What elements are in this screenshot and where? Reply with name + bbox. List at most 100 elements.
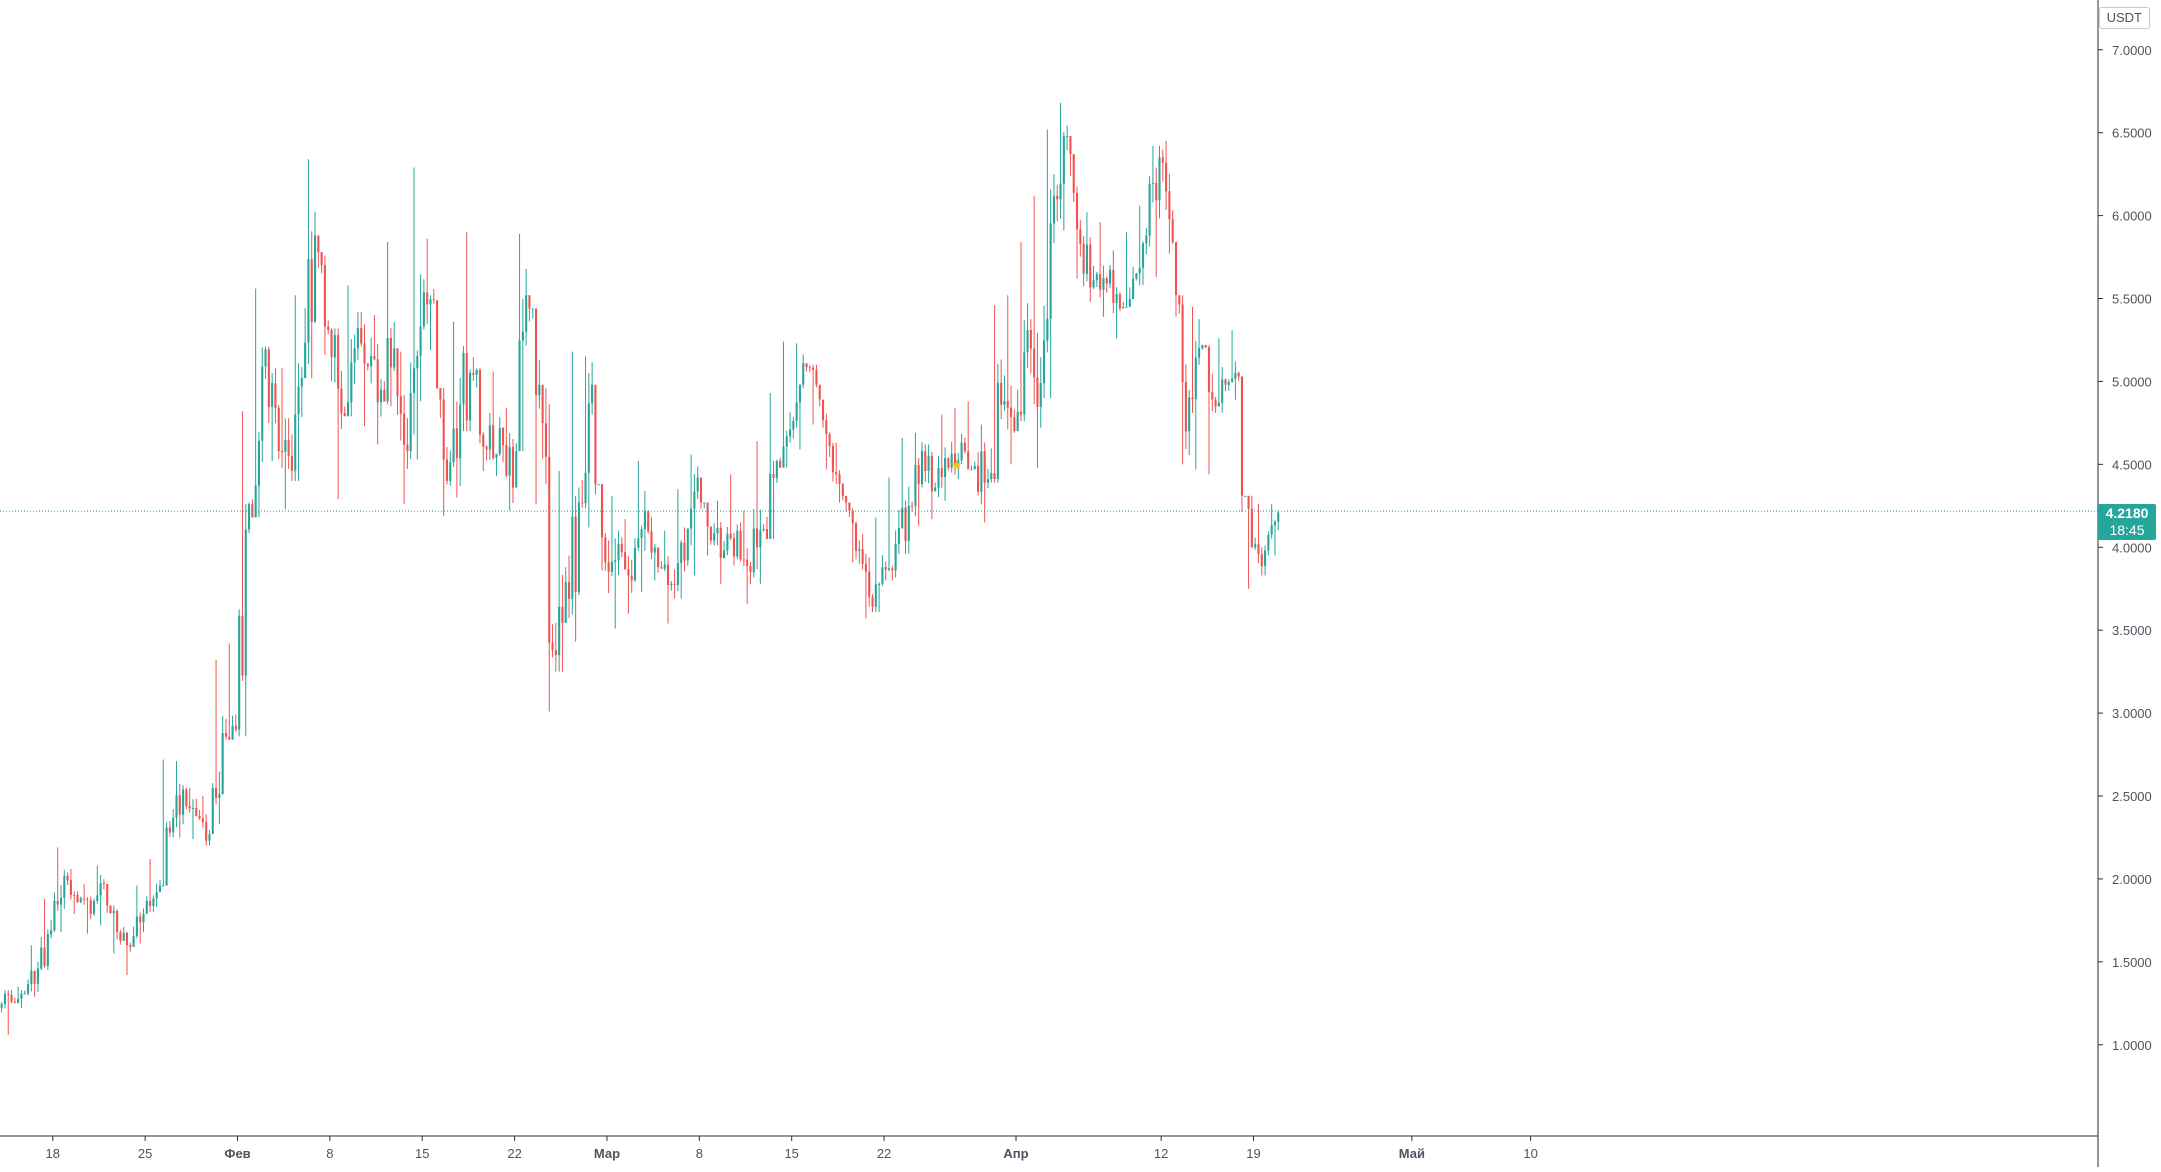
candle [821, 399, 825, 428]
candle [1082, 235, 1085, 287]
candle-body [1188, 397, 1191, 432]
candle [845, 495, 848, 513]
candle-body [739, 530, 742, 560]
candle [769, 393, 772, 539]
candle-body [267, 349, 270, 407]
candle-body [40, 947, 43, 969]
candle [149, 859, 152, 913]
candle-body [1221, 379, 1224, 403]
candle [1043, 305, 1046, 399]
candle-body [709, 526, 712, 541]
candle-body [660, 567, 663, 569]
candle-body [3, 993, 6, 1005]
candle-body [485, 446, 488, 450]
candle [967, 401, 970, 470]
candle-body [551, 642, 554, 651]
candle [125, 931, 129, 976]
candle [76, 891, 79, 903]
candle-body [1010, 407, 1013, 418]
candle [736, 524, 739, 560]
candle [891, 565, 894, 581]
candle [887, 477, 891, 572]
candle-body [43, 947, 46, 966]
candle [23, 990, 26, 995]
candle [511, 438, 515, 504]
candle-body [386, 337, 389, 402]
candle [868, 557, 871, 607]
candle-body [33, 970, 36, 984]
candle-body [1062, 136, 1065, 184]
candle [271, 372, 274, 462]
currency-badge[interactable]: USDT [2098, 7, 2150, 29]
candle-body [274, 383, 277, 408]
candle [208, 830, 211, 846]
candle-body [409, 392, 412, 452]
candle-body [963, 442, 966, 452]
candle-body [732, 538, 736, 557]
candle [373, 315, 376, 361]
candle [20, 989, 23, 1009]
candle [950, 441, 953, 473]
candle [231, 715, 234, 740]
candle [478, 368, 482, 444]
event-marker-icon[interactable]: ★ [950, 456, 963, 472]
candle [482, 432, 485, 471]
candle-body [1115, 294, 1118, 304]
candle [393, 322, 396, 371]
candle-body [488, 425, 491, 450]
candle [475, 368, 478, 388]
candle [1234, 361, 1237, 400]
candle [782, 341, 785, 468]
candle [386, 242, 389, 405]
time-scale[interactable]: 18 25 Фев 8 15 22 Мар 8 15 22 Апр 12 19 Май 10 [0, 1135, 2098, 1161]
candle [633, 538, 637, 583]
candle-body [304, 342, 307, 379]
candle [228, 643, 231, 740]
candle-body [940, 468, 943, 477]
candle [838, 470, 841, 503]
candle [277, 405, 280, 460]
candle-body [756, 528, 759, 548]
candle [472, 357, 475, 381]
candle-body [640, 529, 643, 539]
candle [874, 517, 877, 612]
candle [795, 343, 798, 428]
candle-body [604, 537, 607, 563]
candle [739, 522, 742, 562]
candle [765, 516, 769, 539]
candle [531, 308, 534, 319]
price-scale[interactable]: 1.0000 1.5000 2.0000 2.5000 3.0000 3.5000 4.00… [2097, 0, 2152, 1167]
candle-body [502, 427, 505, 446]
candle-body [653, 547, 656, 553]
candle [1115, 287, 1118, 339]
candle [1029, 319, 1032, 374]
candle-body [327, 326, 330, 331]
candle [1010, 385, 1013, 465]
candle-body [191, 807, 195, 809]
candle-body [1244, 495, 1247, 497]
candle-body [815, 369, 818, 385]
candle-body [818, 384, 821, 400]
candle [600, 484, 604, 571]
candle-body [564, 582, 567, 623]
candle-body [132, 935, 135, 947]
candle-body [657, 547, 660, 568]
candle-body [1085, 244, 1088, 274]
candle [1148, 175, 1151, 247]
price-tick-label: 7.0000 [2112, 43, 2152, 58]
candle-body [370, 356, 373, 367]
candle [637, 461, 640, 551]
candle-body [1217, 402, 1220, 407]
candle [1006, 295, 1009, 430]
candle-body [155, 892, 158, 899]
candle-body [340, 388, 343, 413]
candle [502, 427, 505, 462]
candle [1260, 547, 1263, 576]
price-tick-label: 5.5000 [2112, 292, 2152, 307]
candle-body [1211, 392, 1214, 400]
candle [779, 457, 782, 468]
candle-body [152, 898, 155, 906]
candle [155, 883, 158, 907]
